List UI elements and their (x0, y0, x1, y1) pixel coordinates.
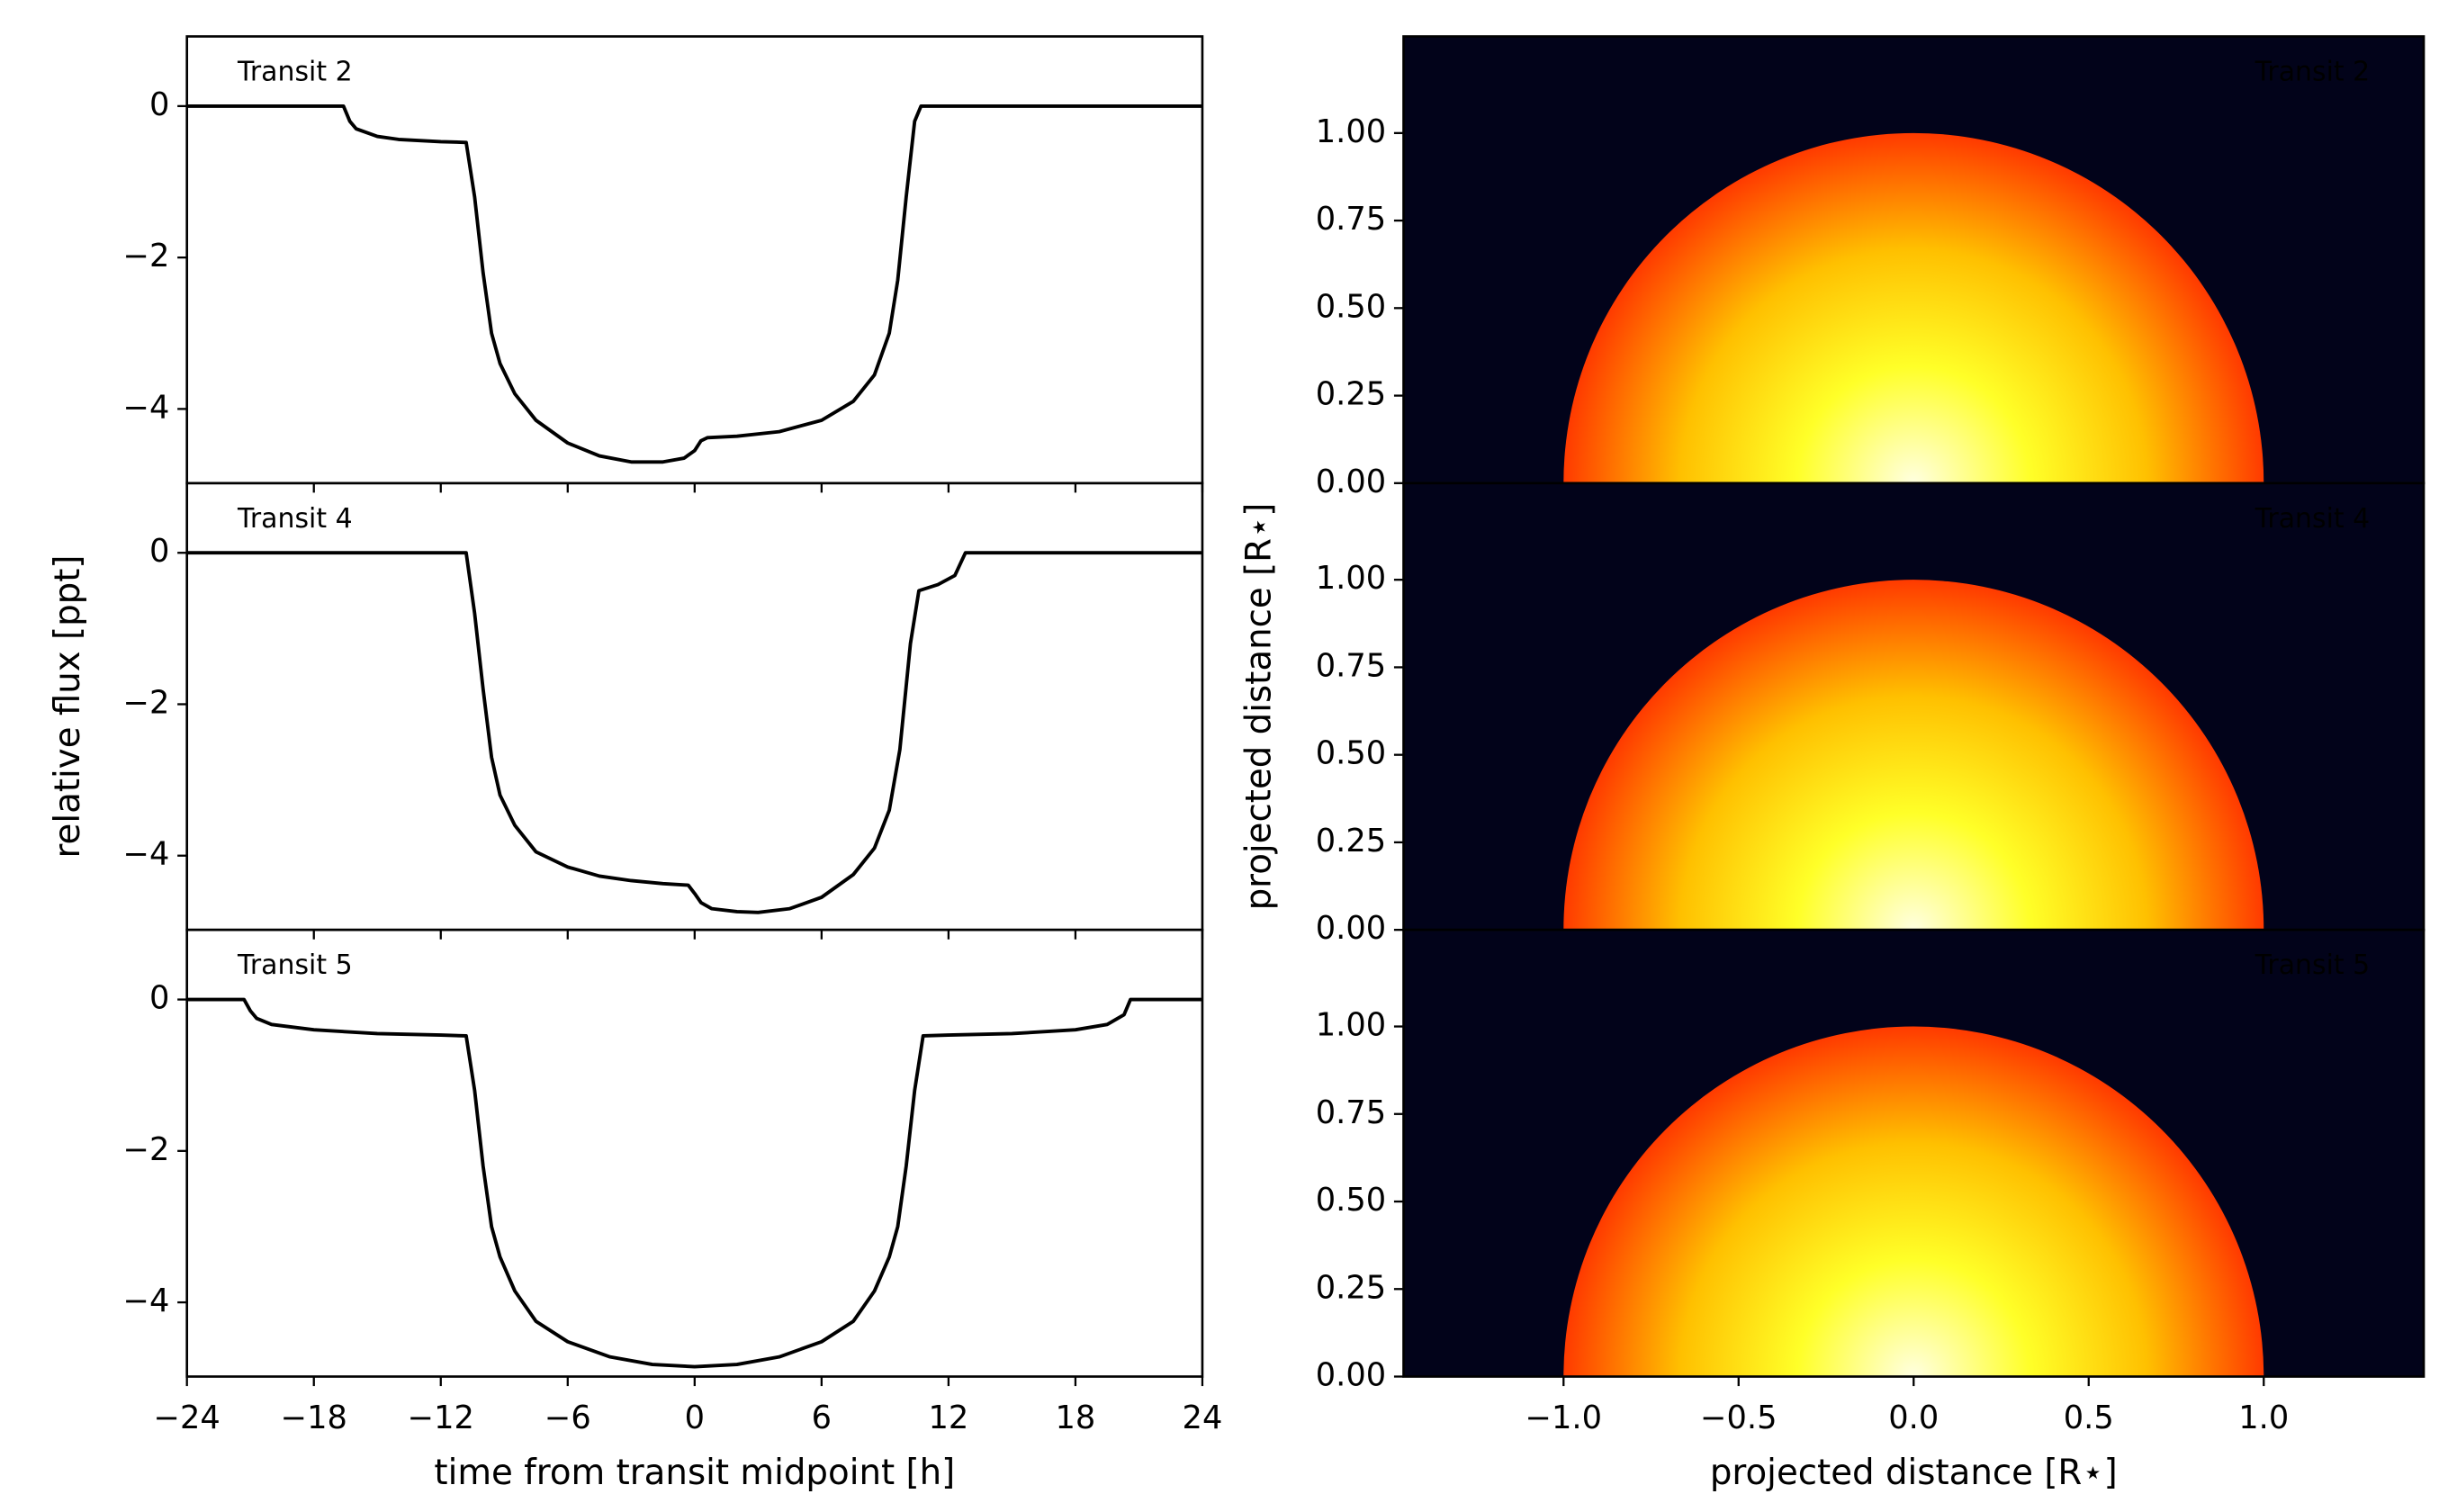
y-tick-label: −4 (122, 836, 169, 873)
y-tick-label: −2 (122, 238, 169, 274)
stellar-disk (1563, 132, 2264, 483)
y-tick-label: 1.00 (1316, 560, 1386, 597)
y-tick-label: −2 (122, 1131, 169, 1168)
stellar-disk (1563, 580, 2264, 931)
y-tick-label: 0.50 (1316, 1182, 1386, 1219)
x-tick-label: 12 (929, 1400, 969, 1436)
y-tick-label: 0.00 (1316, 1357, 1386, 1394)
x-tick-label: −6 (544, 1400, 591, 1436)
y-tick-label: 0.00 (1316, 910, 1386, 947)
plot-frame (185, 482, 1204, 932)
y-tick-label: 0 (149, 980, 169, 1017)
plot-frame (185, 928, 1204, 1378)
panel-label: Transit 4 (237, 503, 353, 535)
flux-line (186, 104, 1202, 464)
x-axis-label: time from transit midpoint [h] (434, 1453, 955, 1493)
y-axis-label: relative flux [ppt] (48, 554, 88, 858)
x-tick-label: 0.0 (1888, 1400, 1939, 1436)
stellar-disk (1563, 1026, 2264, 1377)
y-tick-label: 0 (149, 533, 169, 570)
y-axis-label: projected distance [R⋆] (1239, 503, 1280, 911)
x-tick-label: −18 (281, 1400, 347, 1436)
y-tick-label: 0.50 (1316, 735, 1386, 772)
y-tick-label: 0.25 (1316, 376, 1386, 413)
flux-line (186, 997, 1202, 1369)
y-tick-label: 0.25 (1316, 1269, 1386, 1306)
plot-frame (185, 35, 1204, 485)
y-tick-label: 0.75 (1316, 647, 1386, 684)
y-tick-label: −4 (122, 1282, 169, 1319)
x-tick-label: −12 (408, 1400, 474, 1436)
x-tick-label: −1.0 (1526, 1400, 1602, 1436)
y-tick-label: 0.00 (1316, 464, 1386, 500)
y-tick-label: 0.25 (1316, 823, 1386, 860)
y-tick-label: −2 (122, 684, 169, 721)
y-tick-label: 0.75 (1316, 1094, 1386, 1131)
flux-line (186, 551, 1202, 914)
y-tick-label: −4 (122, 389, 169, 426)
x-tick-label: −0.5 (1700, 1400, 1777, 1436)
x-tick-label: 0 (685, 1400, 705, 1436)
x-axis-label: projected distance [R⋆] (1710, 1453, 2118, 1493)
x-tick-label: 24 (1183, 1400, 1223, 1436)
panel-label: Transit 5 (237, 950, 353, 981)
panel-label: Transit 2 (2254, 56, 2371, 87)
y-tick-label: 0.75 (1316, 201, 1386, 238)
y-tick-label: 0.50 (1316, 288, 1386, 325)
panel-label: Transit 4 (2254, 503, 2371, 535)
x-tick-label: −24 (154, 1400, 220, 1436)
y-tick-label: 0 (149, 86, 169, 123)
panel-label: Transit 5 (2254, 950, 2371, 981)
x-tick-label: 6 (812, 1400, 832, 1436)
y-tick-label: 1.00 (1316, 1007, 1386, 1044)
panel-label: Transit 2 (237, 56, 353, 87)
x-tick-label: 18 (1056, 1400, 1096, 1436)
y-tick-label: 1.00 (1316, 113, 1386, 150)
x-tick-label: 1.0 (2238, 1400, 2289, 1436)
x-tick-label: 0.5 (2064, 1400, 2114, 1436)
